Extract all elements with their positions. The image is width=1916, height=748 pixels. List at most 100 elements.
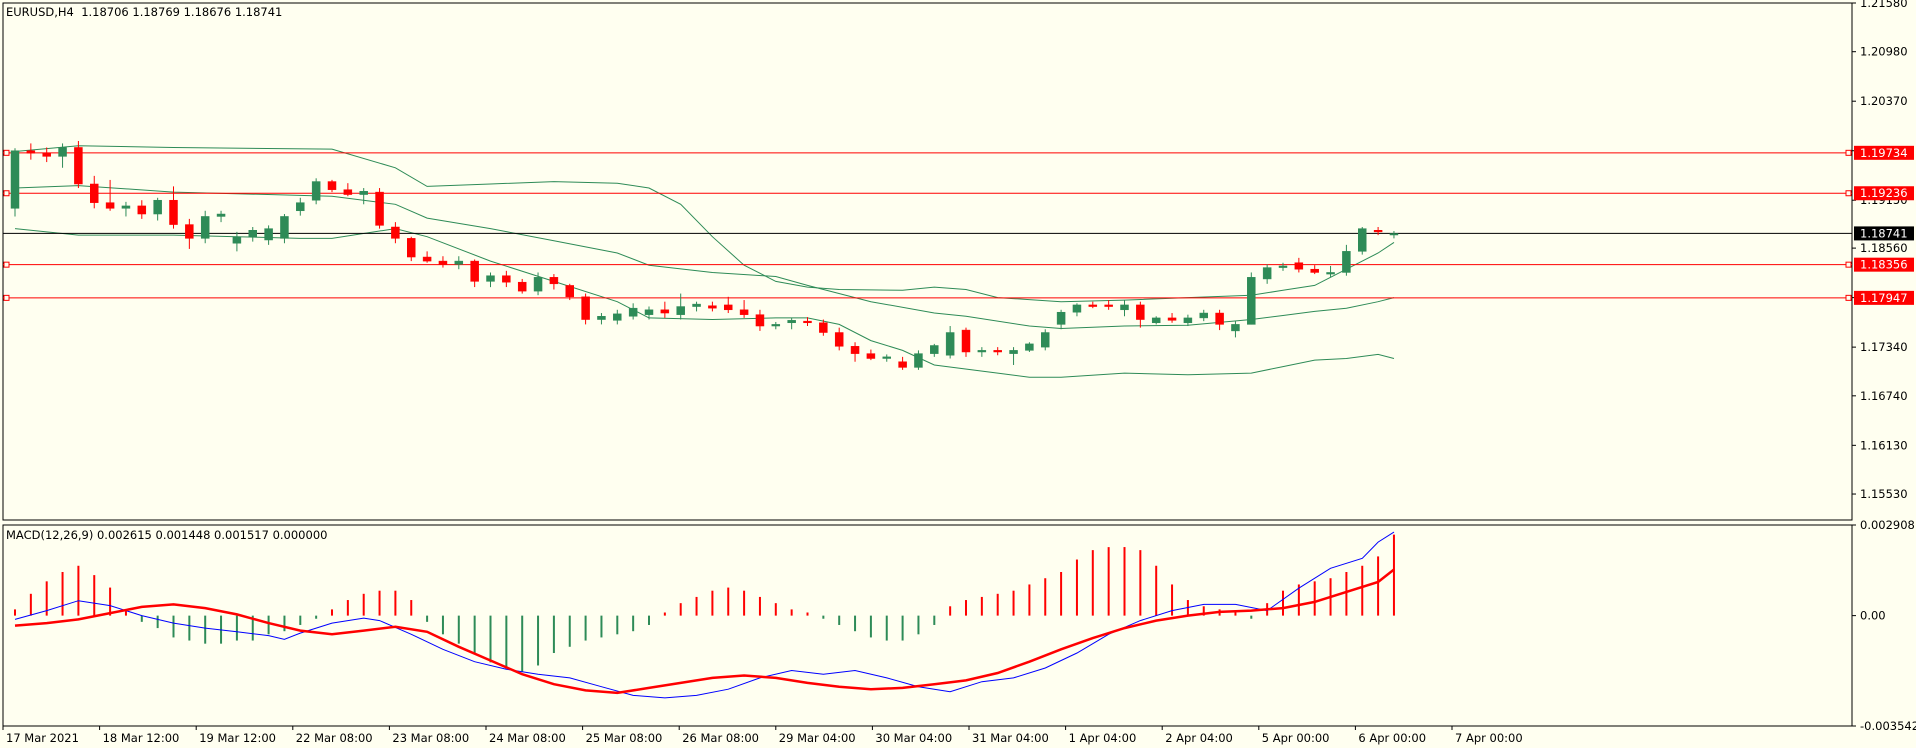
bear-candle [438,260,448,265]
x-tick-label: 22 Mar 08:00 [296,731,373,745]
y-tick-label: 1.20980 [1860,45,1908,59]
macd-y-tick-label: 0.002908 [1860,518,1915,532]
y-tick-label: 1.20370 [1860,94,1908,108]
x-tick-label: 18 Mar 12:00 [103,731,180,745]
x-tick-label: 19 Mar 12:00 [199,731,276,745]
bear-candle [169,199,178,225]
macd-y-tick-label: -0.003542 [1860,719,1916,733]
bull-candle [1009,350,1018,354]
bull-candle [153,199,162,215]
bear-candle [1373,230,1383,233]
x-tick-label: 29 Mar 04:00 [779,731,856,745]
bull-candle [1358,228,1367,252]
macd-header: MACD(12,26,9) 0.002615 0.001448 0.001517… [6,528,328,542]
bull-candle [1326,272,1335,275]
macd-panel[interactable]: 17 Mar 2021 18 Mar 12:00 19 Mar 12:00 22 Ma… [2,518,1916,745]
x-tick-label: 30 Mar 04:00 [875,731,952,745]
current-price-label: 1.18741 [1860,226,1908,240]
bear-candle [565,285,574,298]
y-tick-label: 1.16740 [1860,389,1908,403]
x-tick-label: 2 Apr 04:00 [1165,731,1233,745]
symbol-header: EURUSD,H4 1.18706 1.18769 1.18676 1.1874… [6,5,282,19]
level-start-marker [3,261,10,268]
bull-candle [1041,332,1050,348]
bear-candle [1088,304,1098,307]
bear-candle [834,332,844,347]
bull-candle [771,324,781,327]
bear-candle [993,350,1002,353]
bull-candle [311,181,321,201]
price-panel[interactable]: 1.215801.209801.203701.197601.191501.185… [2,0,1914,521]
bear-candle [407,238,416,258]
bull-candle [232,236,242,244]
macd-panel-border [2,524,1853,727]
bull-candle [359,191,368,195]
bull-candle [945,332,955,356]
x-tick-label: 1 Apr 04:00 [1069,731,1137,745]
bull-candle [486,275,495,282]
level-start-marker [3,294,10,301]
bear-candle [343,189,353,195]
level-end-marker [1845,149,1852,156]
bull-candle [454,260,464,265]
bear-candle [185,224,194,239]
current-price-tag [1854,226,1914,241]
y-tick-label: 1.16130 [1860,438,1908,452]
bear-candle [1310,268,1319,273]
level-price-tag [1854,290,1914,305]
bull-candle [264,228,273,241]
bull-candle [121,205,131,209]
bear-candle [755,314,765,327]
bull-candle [930,345,939,354]
bear-candle [470,260,479,282]
level-end-marker [1845,190,1852,197]
bull-candle [280,216,289,239]
bear-candle [42,152,51,157]
level-start-marker [3,149,10,156]
y-tick-label: 1.18560 [1860,241,1908,255]
bull-candle [787,320,796,324]
bull-candle [1389,233,1399,236]
bear-candle [327,181,337,190]
bear-candle [502,275,511,283]
bear-candle [803,320,812,324]
bull-candle [10,150,20,209]
x-tick-label: 26 Mar 08:00 [682,731,759,745]
level-price-label: 1.17947 [1860,291,1908,305]
bull-candle [216,213,226,217]
x-tick-label: 31 Mar 04:00 [972,731,1049,745]
bull-candle [1025,343,1034,351]
bollinger-lower-line [14,228,1395,378]
bull-candle [1231,324,1240,332]
x-tick-label: 7 Apr 00:00 [1455,731,1523,745]
bear-candle [1104,304,1113,307]
bear-candle [1136,304,1145,320]
bull-candle [1120,304,1129,311]
bollinger-upper-line [14,145,1395,303]
bollinger-middle-line [14,185,1395,330]
y-tick-label: 1.15530 [1860,487,1908,501]
bear-candle [850,346,860,354]
bear-candle [724,304,733,311]
level-price-tag [1854,186,1914,201]
bear-candle [739,309,749,315]
bull-candle [58,147,67,157]
bull-candle [882,356,891,359]
bull-candle [597,316,606,320]
bear-candle [708,305,717,309]
bear-candle [1294,262,1304,270]
bear-candle [74,147,83,185]
bull-candle [644,309,654,315]
bear-candle [90,183,99,203]
level-end-marker [1845,294,1852,301]
bear-candle [105,202,115,209]
x-tick-label: 5 Apr 00:00 [1262,731,1330,745]
bear-candle [961,329,971,353]
bear-candle [1167,317,1177,321]
bull-candle [533,277,543,292]
y-tick-label: 1.21580 [1860,0,1908,10]
bull-candle [1072,304,1082,313]
bull-candle [248,230,257,237]
bull-candle [628,307,638,317]
